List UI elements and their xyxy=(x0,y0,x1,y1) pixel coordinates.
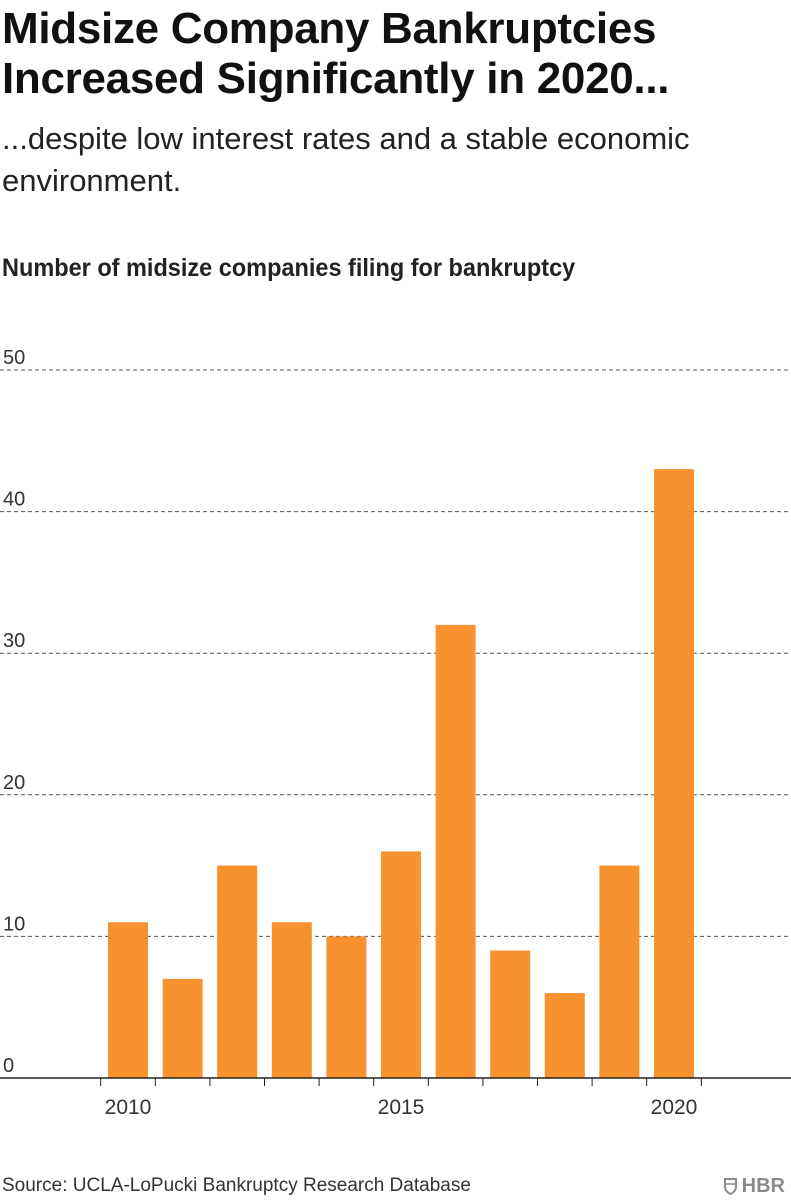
bar-2018 xyxy=(544,993,585,1078)
y-tick-label: 30 xyxy=(3,630,25,652)
bar-2020 xyxy=(654,469,694,1078)
bar-2017 xyxy=(490,950,531,1078)
bar-2016 xyxy=(435,624,476,1078)
y-tick-label: 0 xyxy=(3,1055,14,1077)
bar-2019 xyxy=(599,865,640,1078)
x-tick-label: 2020 xyxy=(651,1096,698,1119)
source-note: Source: UCLA-LoPucki Bankruptcy Research… xyxy=(2,1175,471,1196)
y-tick-label: 50 xyxy=(3,347,25,369)
bar-2013 xyxy=(271,922,312,1078)
bars xyxy=(108,469,694,1078)
x-tick-label: 2010 xyxy=(105,1096,152,1119)
hbr-logo-text: HBR xyxy=(741,1175,785,1197)
bar-2010 xyxy=(108,922,148,1078)
y-tick-label: 20 xyxy=(3,772,25,794)
bar-2012 xyxy=(217,865,258,1078)
bar-2014 xyxy=(326,936,367,1078)
y-tick-label: 10 xyxy=(3,913,25,935)
hbr-logo: HBR xyxy=(723,1174,785,1198)
page-subtitle: ...despite low interest rates and a stab… xyxy=(2,121,690,198)
bar-2015 xyxy=(381,851,421,1078)
bar-2011 xyxy=(162,978,203,1078)
x-axis: 2010 2015 2020 xyxy=(0,1077,791,1119)
page-title: Midsize Company Bankruptcies Increased S… xyxy=(2,4,670,103)
chart-title: Number of midsize companies filing for b… xyxy=(2,254,576,282)
x-tick-label: 2015 xyxy=(378,1096,425,1119)
y-axis-tick-labels: 0 10 20 30 40 50 xyxy=(3,347,25,1077)
hbr-shield-icon xyxy=(723,1177,737,1195)
bar-chart: 0 10 20 30 40 50 2010 2015 2020 xyxy=(0,347,791,1119)
y-tick-label: 40 xyxy=(3,489,25,511)
